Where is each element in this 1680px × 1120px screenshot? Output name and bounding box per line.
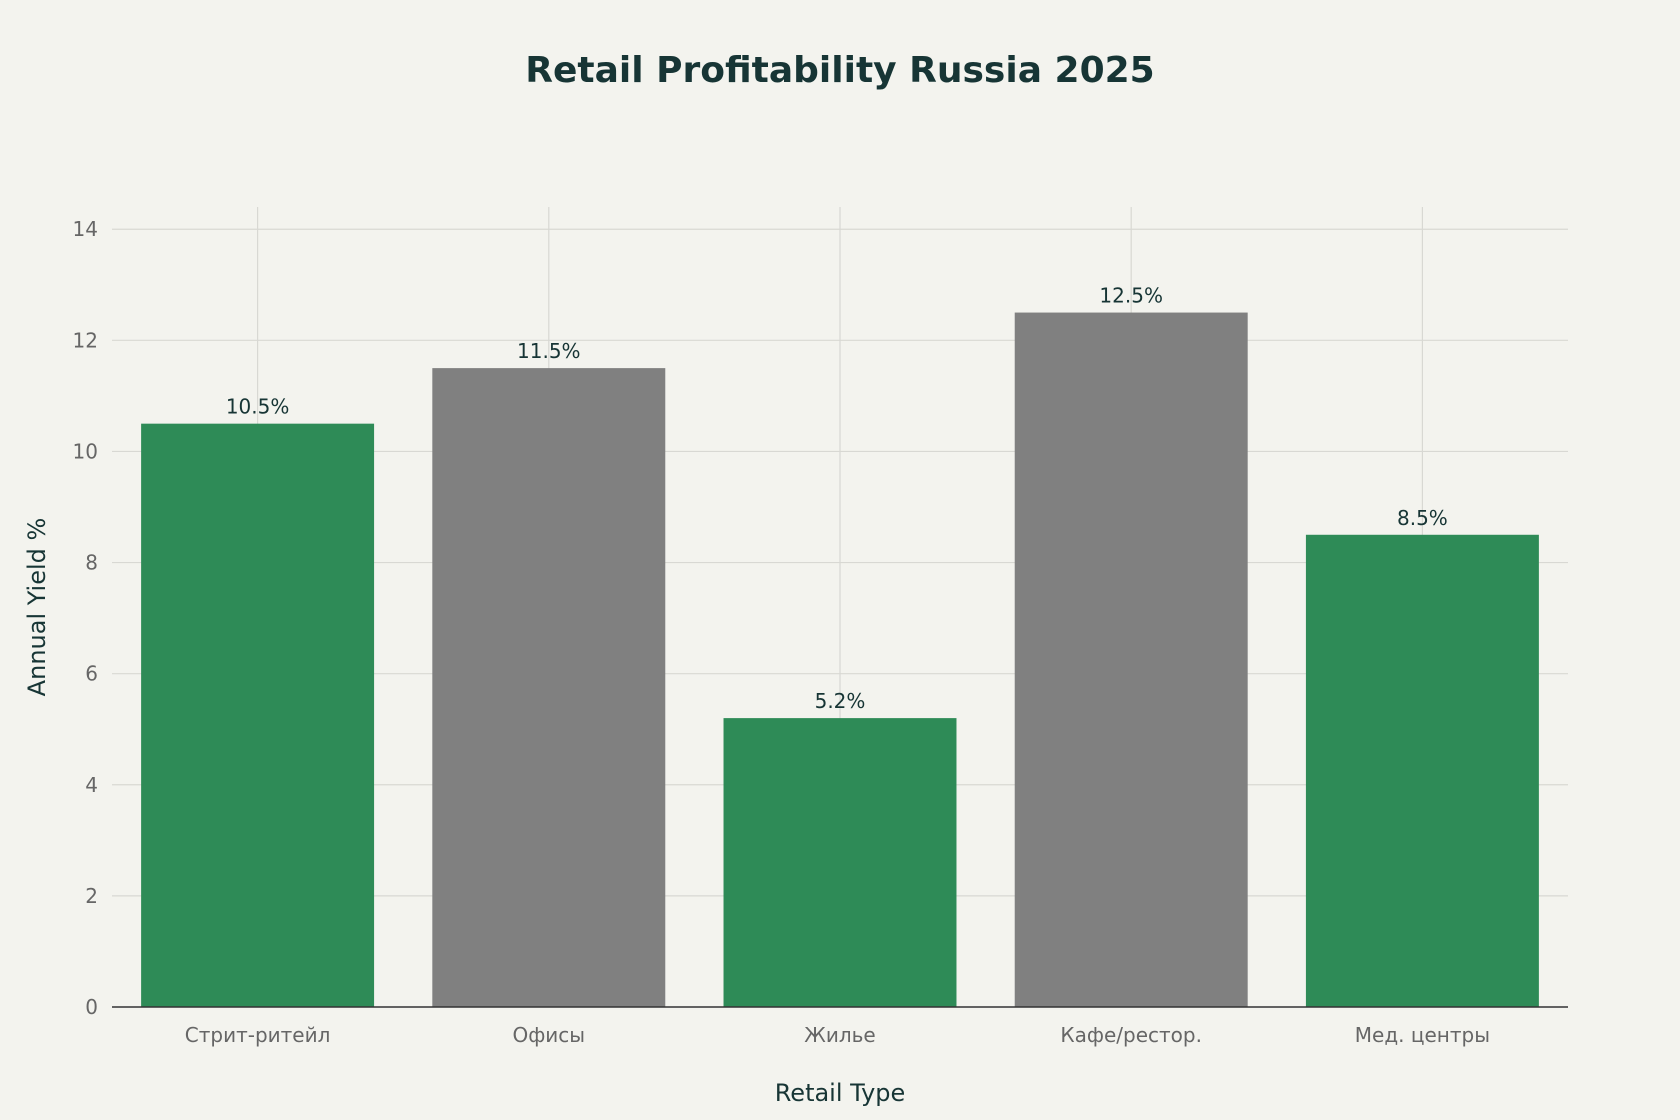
- bar[interactable]: [141, 423, 375, 1008]
- y-axis-title: Annual Yield %: [23, 518, 51, 697]
- data-label: 11.5%: [517, 339, 581, 363]
- bar[interactable]: [1014, 312, 1248, 1007]
- bar[interactable]: [723, 718, 957, 1007]
- chart-title: Retail Profitability Russia 2025: [525, 50, 1154, 91]
- bar[interactable]: [1305, 534, 1539, 1007]
- x-tick-label: Офисы: [512, 1023, 585, 1047]
- y-tick-label: 8: [85, 551, 98, 575]
- y-tick-label: 2: [85, 884, 98, 908]
- data-label: 12.5%: [1099, 284, 1163, 308]
- x-tick-label: Мед. центры: [1355, 1023, 1490, 1047]
- y-tick-label: 4: [85, 773, 98, 797]
- axis-layer: 0 2 4 6 8 10 12 14 Стрит-ритейл Офисы Жилье Кафе/ре…: [73, 217, 1568, 1047]
- x-tick-label: Кафе/рестор.: [1060, 1023, 1202, 1047]
- x-axis-title: Retail Type: [775, 1079, 906, 1107]
- y-tick-label: 6: [85, 662, 98, 686]
- bar[interactable]: [432, 368, 666, 1008]
- y-tick-label: 10: [73, 439, 98, 463]
- data-label: 8.5%: [1397, 506, 1448, 530]
- x-tick-label: Жилье: [804, 1023, 875, 1047]
- data-label: 5.2%: [815, 689, 866, 713]
- labels-layer: 10.5% 11.5% 5.2% 12.5% 8.5%: [226, 284, 1448, 714]
- y-tick-label: 14: [73, 217, 98, 241]
- bars-layer: [141, 312, 1539, 1008]
- y-tick-label: 0: [85, 995, 98, 1019]
- x-tick-label: Стрит-ритейл: [185, 1023, 331, 1047]
- y-tick-label: 12: [73, 328, 98, 352]
- data-label: 10.5%: [226, 395, 290, 419]
